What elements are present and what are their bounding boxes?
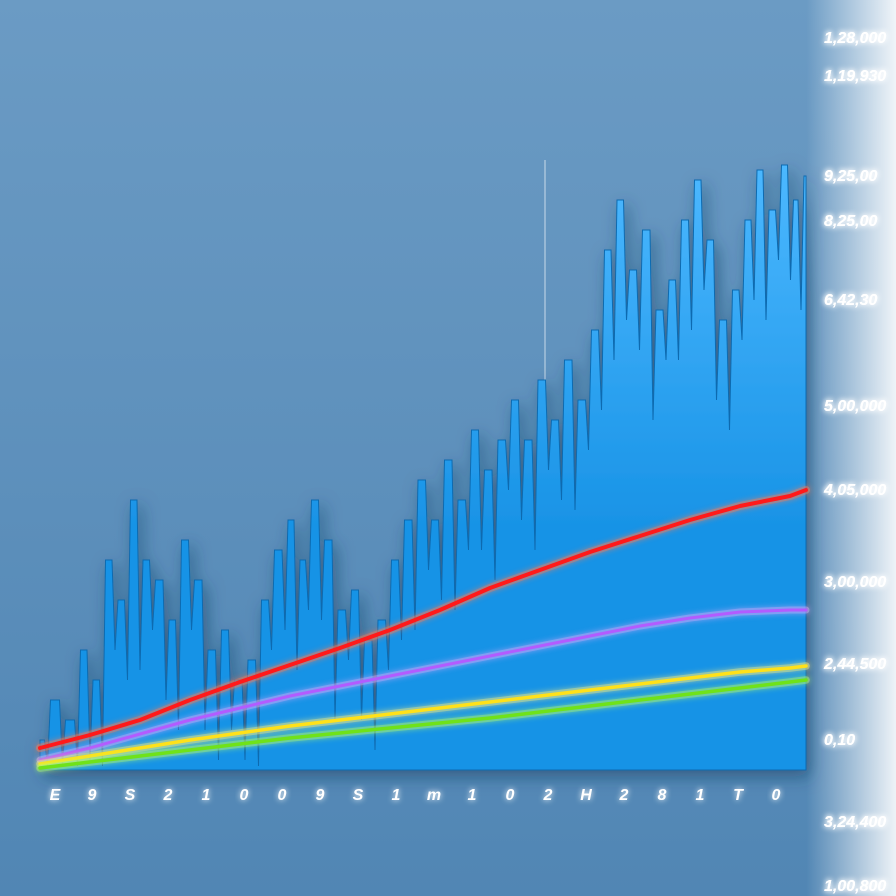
x-tick-label: 9: [316, 787, 325, 804]
x-tick-label: 0: [772, 787, 781, 804]
y-tick-label-top: 1,28,000: [824, 30, 886, 47]
y-tick-label-top: 1,19,930: [824, 68, 886, 85]
x-tick-label: 1: [468, 787, 477, 804]
y-tick-label-top: 9,25,00: [824, 168, 877, 185]
x-tick-label: m: [427, 787, 441, 804]
y-tick-label-top: 3,24,400: [824, 814, 886, 831]
chart-canvas: E 9 S 2 1 0 0 9 S 1 m 1 0 2 H 2 8 1 T 0 1,28,000 1,19,930 9,25…: [0, 0, 896, 896]
y-tick-label-top: 4,05,000: [823, 482, 886, 499]
x-tick-label: 2: [163, 787, 173, 804]
chart-root: E 9 S 2 1 0 0 9 S 1 m 1 0 2 H 2 8 1 T 0 1,28,000 1,19,930 9,25…: [0, 0, 896, 896]
x-tick-label: 0: [278, 787, 287, 804]
x-tick-label: 2: [543, 787, 553, 804]
x-tick-label: 0: [240, 787, 249, 804]
x-tick-label: S: [125, 787, 136, 804]
y-tick-label-top: 3,00,000: [824, 574, 886, 591]
y-tick-label-top: 8,25,00: [824, 213, 877, 230]
x-tick-label: 1: [202, 787, 211, 804]
x-tick-label: 1: [696, 787, 705, 804]
y-tick-label-top: 5,00,000: [824, 398, 886, 415]
y-tick-label-top: 0,10: [824, 732, 855, 749]
y-tick-label-top: 6,42,30: [824, 292, 877, 309]
x-tick-label: E: [50, 787, 62, 804]
x-tick-label: 8: [658, 787, 667, 804]
y-tick-label-top: 1,00,800: [824, 878, 886, 895]
x-tick-label: S: [353, 787, 364, 804]
x-tick-label: 9: [88, 787, 97, 804]
x-tick-label: 1: [392, 787, 401, 804]
y-tick-label-top: 2,44,500: [823, 656, 886, 673]
x-tick-label: 0: [506, 787, 515, 804]
x-tick-label: 2: [619, 787, 629, 804]
x-tick-label: T: [733, 787, 744, 804]
x-tick-label: H: [580, 787, 592, 804]
